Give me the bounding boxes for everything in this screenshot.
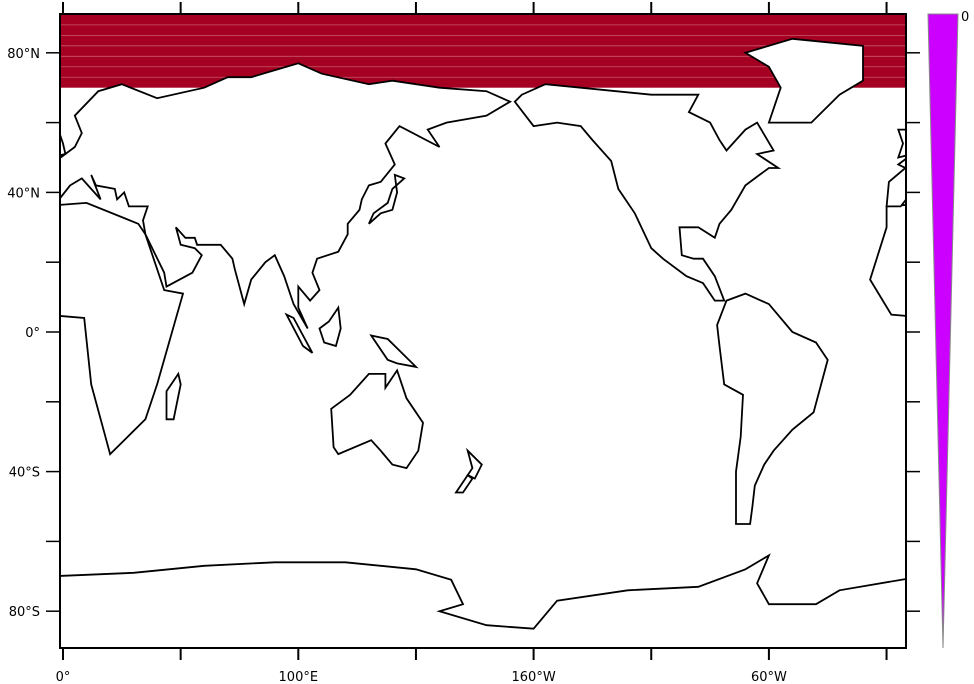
y-tick-label: 80°N <box>7 47 40 62</box>
coastline-greenland <box>743 37 864 124</box>
coastline-japan <box>368 173 406 225</box>
y-tick-label: 40°N <box>7 186 40 201</box>
coastline-new-guinea <box>369 334 419 369</box>
x-tick-label: 160°W <box>512 670 556 684</box>
map-frame <box>59 13 907 649</box>
x-tick-label: 60°W <box>751 670 787 684</box>
coastline-south-america <box>716 292 829 525</box>
axis-ticks <box>46 2 920 660</box>
coastline-madagascar <box>165 371 182 421</box>
colorbar-label: 0 <box>961 10 969 25</box>
coastline-britain <box>60 131 67 157</box>
coastlines <box>60 37 906 630</box>
coastline-eurasia <box>60 62 513 329</box>
coastline-north-america <box>513 83 782 302</box>
x-tick-label: 100°E <box>279 670 319 684</box>
coastline-borneo <box>318 305 342 348</box>
y-tick-label: 40°S <box>9 466 40 481</box>
coastline-africa <box>869 204 906 317</box>
coastline-antarctica <box>60 553 906 630</box>
y-tick-label: 80°S <box>9 605 40 620</box>
coastline-nz-south <box>454 473 474 494</box>
coastline-australia <box>330 368 424 470</box>
coastline-sumatra <box>284 312 314 354</box>
coastline-eurasia <box>885 157 906 208</box>
coastline-nz-north <box>465 447 483 480</box>
y-tick-label: 0° <box>25 326 40 341</box>
colorbar-triangle <box>927 13 959 649</box>
x-tick-label: 0° <box>56 670 71 684</box>
coastline-africa <box>60 201 185 456</box>
